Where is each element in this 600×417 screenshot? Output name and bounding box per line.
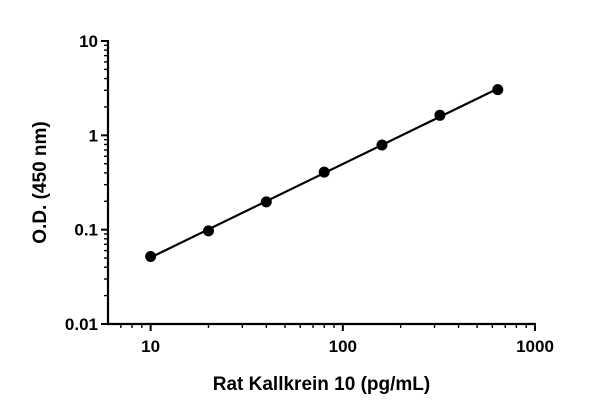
y-tick-label: 10 xyxy=(79,32,98,51)
x-tick-label: 1000 xyxy=(516,337,554,356)
data-point xyxy=(145,251,157,262)
y-tick-label: 1 xyxy=(89,126,98,145)
data-point xyxy=(318,166,330,178)
y-tick-label: 0.1 xyxy=(74,221,98,240)
x-axis-title: Rat Kallkrein 10 (pg/mL) xyxy=(213,374,431,395)
major-ticks xyxy=(101,40,536,331)
y-axis-title: O.D. (450 nm) xyxy=(30,121,51,243)
y-tick-label: 0.01 xyxy=(65,315,98,334)
x-tick-label: 10 xyxy=(141,337,160,356)
data-point xyxy=(492,84,504,96)
tick-labels: 0.01 0.1 1 10 10 100 1000 xyxy=(65,32,554,356)
data-point xyxy=(376,139,388,151)
data-point xyxy=(434,109,446,121)
data-points xyxy=(145,84,504,262)
minor-ticks xyxy=(104,44,527,328)
data-point xyxy=(203,225,214,237)
x-tick-label: 100 xyxy=(329,337,357,356)
data-point xyxy=(260,196,272,208)
